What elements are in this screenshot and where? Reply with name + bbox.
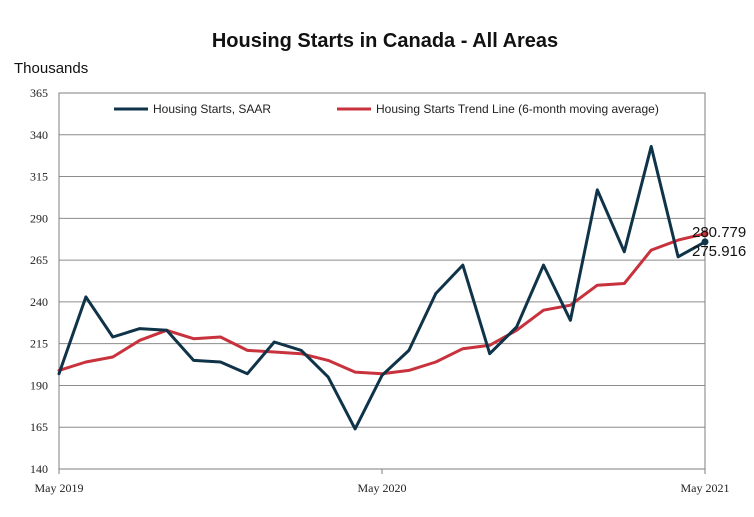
y-tick-label: 140 [30, 462, 48, 476]
y-axis-label: Thousands [14, 60, 88, 77]
end-point-saar [701, 238, 709, 246]
y-tick-label: 265 [30, 253, 48, 267]
y-tick-label: 340 [30, 128, 48, 142]
y-tick-label: 215 [30, 337, 48, 351]
y-tick-label: 315 [30, 170, 48, 184]
y-tick-label: 290 [30, 211, 48, 225]
series-line-saar [57, 145, 707, 431]
series-line-trend [57, 232, 707, 376]
end-point-trend [701, 230, 709, 238]
end-label-saar: 275.916 [692, 243, 746, 260]
legend-label-trend: Housing Starts Trend Line (6-month movin… [376, 102, 659, 116]
legend: Housing Starts, SAAR Housing Starts Tren… [114, 102, 659, 116]
x-tick-label: May 2020 [358, 481, 407, 495]
gridlines [59, 134, 705, 428]
x-tick-label: May 2019 [35, 481, 84, 495]
y-tick-label: 165 [30, 420, 48, 434]
plot-border [58, 92, 706, 470]
legend-label-saar: Housing Starts, SAAR [153, 102, 271, 116]
y-tick-label: 365 [30, 86, 48, 100]
chart-title: Housing Starts in Canada - All Areas [212, 30, 558, 52]
y-tick-label: 240 [30, 295, 48, 309]
y-tick-label: 190 [30, 378, 48, 392]
end-label-trend: 280.779 [692, 224, 746, 241]
y-tick-labels: 140 165 190 215 240 265 290 315 340 365 [30, 86, 48, 476]
x-tick-labels: May 2019 May 2020 May 2021 [35, 469, 730, 495]
series-layer [57, 145, 709, 431]
x-tick-label: May 2021 [681, 481, 730, 495]
